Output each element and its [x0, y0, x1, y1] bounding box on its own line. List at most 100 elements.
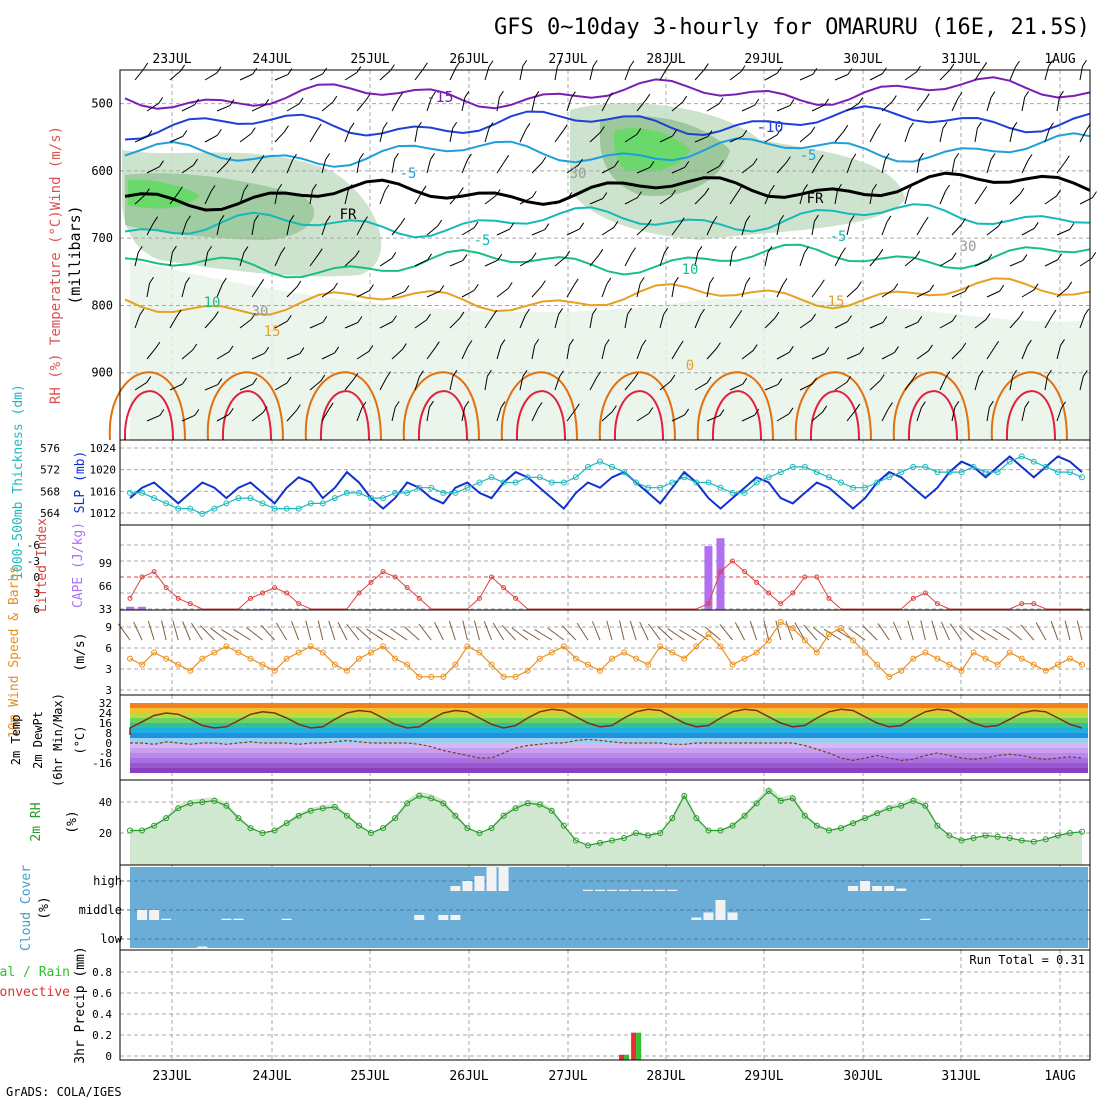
lifted-index-point [730, 558, 736, 564]
rh-shade-area [130, 260, 1090, 440]
wind-barb [181, 349, 194, 360]
wind-barb [321, 408, 330, 422]
wind-barb [718, 160, 724, 167]
rh-2m-point [922, 802, 929, 809]
wind-barb [741, 283, 747, 298]
wind-barb [507, 282, 513, 289]
wind-barb [776, 413, 790, 422]
wind-barb [598, 248, 604, 256]
wind-barb [578, 158, 583, 166]
wind-barb [961, 342, 967, 350]
wind-barb [846, 221, 851, 236]
temp-band [130, 728, 1088, 733]
wind-barb [729, 192, 739, 205]
wind-barb [356, 159, 361, 174]
rh-2m-point [163, 815, 170, 822]
wind-barb [589, 66, 594, 81]
wind-barb [262, 406, 268, 413]
y-axis-label-right: CAPE (J/kg) [71, 522, 86, 608]
wind-barb [239, 73, 253, 81]
cape-bar [258, 608, 267, 610]
wind-barb [1021, 289, 1035, 298]
wind-barb [663, 308, 669, 315]
wind-barb [596, 371, 602, 378]
wind-barb [216, 283, 223, 298]
rh-2m-point [862, 815, 869, 822]
wind-barb [566, 97, 572, 112]
wind-speed-point [657, 643, 664, 650]
wind-barb [286, 376, 292, 384]
wind-barb [239, 252, 245, 267]
wind-barb [719, 624, 733, 641]
wind-barb [531, 190, 537, 198]
y-axis-label-left: Total / Rain [0, 965, 70, 980]
y-axis-label-right: 3hr Precip (mm) [73, 946, 88, 1063]
lifted-index-point [922, 590, 928, 596]
wind-barb [274, 253, 282, 267]
temp-band [130, 753, 1088, 758]
cloud-bar [860, 881, 871, 891]
wind-speed-point [922, 649, 929, 656]
wind-barb [601, 98, 609, 112]
wind-barb [706, 283, 711, 298]
run-total-label: Run Total = 0.31 [969, 953, 1085, 967]
wind-barb [920, 401, 926, 408]
wind-barb [666, 61, 672, 69]
x-tick-label-bottom: 29JUL [744, 1069, 783, 1084]
wind-barb [561, 625, 577, 641]
wind-barb [999, 284, 1005, 292]
wind-barb [776, 105, 791, 112]
wind-barb [1067, 281, 1073, 289]
wind-barb [799, 319, 812, 329]
wind-barb [671, 189, 676, 197]
wind-barb [613, 221, 619, 228]
wind-barb [949, 63, 955, 71]
wind-barb [882, 67, 887, 74]
wind-barb [789, 99, 795, 106]
wind-barb [511, 627, 528, 641]
wind-barb [356, 351, 370, 360]
wind-barb [146, 376, 152, 383]
wind-barb [417, 121, 422, 129]
y-axis-label-left: 2m DewPt [31, 711, 45, 769]
lifted-index-point [513, 595, 519, 601]
x-tick-label-bottom: 30JUL [843, 1069, 882, 1084]
wind-barb [414, 376, 420, 391]
wind-barb [192, 343, 198, 351]
wind-barb [414, 68, 424, 81]
wind-barb [159, 160, 164, 167]
wind-barb [858, 97, 864, 104]
wind-speed-point [910, 655, 917, 662]
wind-barb [1044, 315, 1053, 329]
wind-barb [366, 628, 384, 641]
wind-barb [260, 624, 275, 641]
wind-barb [980, 629, 998, 641]
wind-barb [636, 345, 643, 360]
wind-barb [333, 282, 338, 290]
wind-barb [216, 413, 230, 422]
wind-barb [149, 276, 154, 284]
slp-thickness-point [1018, 453, 1025, 460]
slp-thickness-point [609, 463, 616, 470]
rh-2m-line [130, 790, 1083, 847]
lifted-index-point [754, 579, 760, 585]
isotherm-line [124, 105, 1091, 141]
wind-barb [251, 412, 264, 422]
wind-barb [776, 221, 781, 236]
slp-thickness-point [886, 474, 893, 481]
wind-barb [904, 190, 910, 205]
wind-barb [951, 224, 962, 236]
y-tick-label: 3 [105, 663, 112, 676]
wind-barb [799, 383, 813, 391]
rh-2m-point [235, 815, 242, 822]
slp-thickness-point [1042, 463, 1049, 470]
wind-barb [777, 378, 783, 385]
cloud-bar [221, 918, 232, 920]
wind-barb [904, 256, 917, 267]
rh-2m-point [548, 807, 555, 814]
lifted-index-point [392, 574, 398, 580]
cloud-bar [462, 881, 473, 891]
x-tick-label-top: 30JUL [843, 52, 882, 67]
wind-barb [834, 321, 848, 329]
temp-band [130, 763, 1088, 768]
